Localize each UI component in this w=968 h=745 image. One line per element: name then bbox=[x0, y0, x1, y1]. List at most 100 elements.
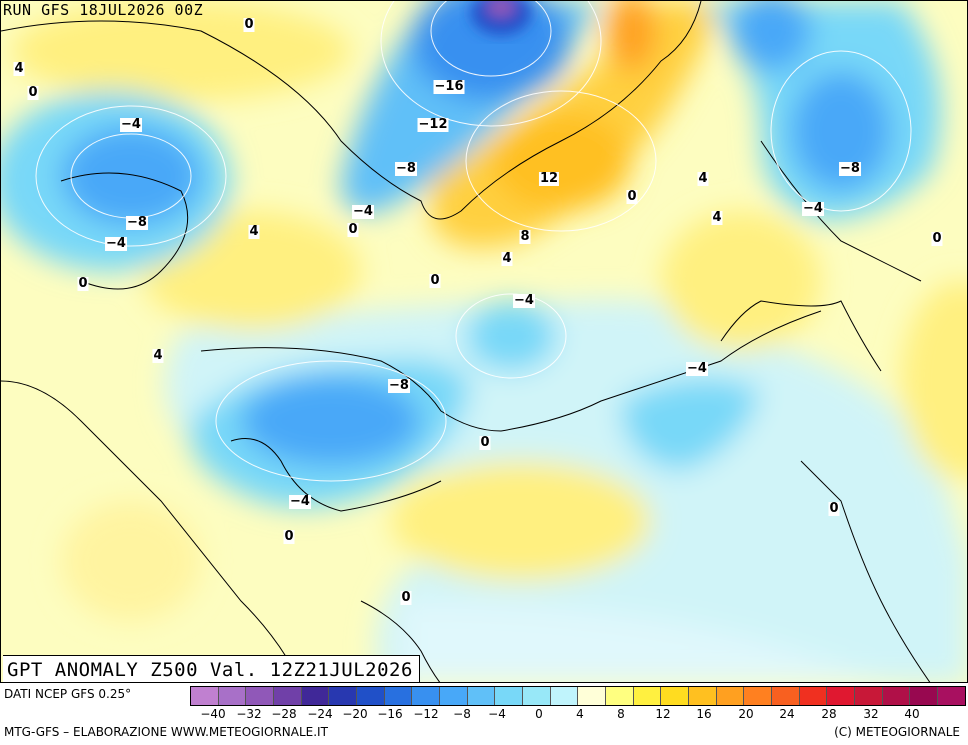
contour-label: 0 bbox=[931, 231, 943, 246]
color-scale-cell bbox=[467, 687, 496, 705]
contour-label: −16 bbox=[433, 79, 465, 94]
color-scale-cell bbox=[357, 687, 385, 705]
color-scale-tick-label: 24 bbox=[779, 707, 795, 721]
contour-label: 0 bbox=[243, 17, 255, 32]
color-scale-tick-label: −20 bbox=[342, 707, 368, 721]
positive-anomaly-east bbox=[661, 211, 821, 351]
anomaly-map bbox=[1, 1, 967, 682]
low-west-core bbox=[61, 126, 201, 226]
contour-label: −8 bbox=[395, 161, 417, 176]
contour-label: −4 bbox=[686, 361, 708, 376]
contour-label: −4 bbox=[120, 117, 142, 132]
low-mid bbox=[466, 301, 556, 371]
trough-center bbox=[471, 1, 531, 35]
color-scale-cell bbox=[218, 687, 247, 705]
low-east-core bbox=[791, 71, 891, 191]
color-scale-tick-label: −24 bbox=[307, 707, 333, 721]
contour-label: 0 bbox=[626, 189, 638, 204]
contour-label: 0 bbox=[77, 276, 89, 291]
color-scale-cell bbox=[938, 687, 965, 705]
color-scale-tick-label: 40 bbox=[904, 707, 920, 721]
color-scale-tick-label: −40 bbox=[200, 707, 226, 721]
trough-core bbox=[411, 1, 571, 101]
color-scale-cell bbox=[191, 687, 219, 705]
contour-label: −4 bbox=[352, 204, 374, 219]
ridge-peak bbox=[606, 1, 656, 71]
contour-label: 4 bbox=[501, 251, 513, 266]
contour-label: −8 bbox=[126, 215, 148, 230]
color-scale-cell bbox=[495, 687, 524, 705]
color-scale-cell bbox=[246, 687, 275, 705]
low-central-core bbox=[241, 376, 421, 466]
map-title: GPT ANOMALY Z500 Val. 12Z21JUL2026 bbox=[3, 655, 420, 682]
color-scale-tick-label: −16 bbox=[377, 707, 403, 721]
color-scale-cell bbox=[440, 687, 468, 705]
contour-label: 0 bbox=[347, 222, 359, 237]
anomaly-fields bbox=[1, 1, 967, 682]
contour-label: 4 bbox=[248, 224, 260, 239]
color-scale-cell bbox=[550, 687, 579, 705]
color-scale-tick-label: 12 bbox=[655, 707, 671, 721]
contour-label: 0 bbox=[400, 590, 412, 605]
color-scale-cell bbox=[855, 687, 883, 705]
contour-label: 0 bbox=[27, 85, 39, 100]
color-scale-cell bbox=[606, 687, 634, 705]
contour-label: 4 bbox=[152, 348, 164, 363]
color-scale-tick-label: 0 bbox=[535, 707, 543, 721]
data-source-label: DATI NCEP GFS 0.25° bbox=[4, 687, 132, 701]
contour-label: −8 bbox=[388, 378, 410, 393]
color-scale-cell bbox=[578, 687, 607, 705]
contour-label: 4 bbox=[13, 61, 25, 76]
positive-anomaly-far-east bbox=[901, 281, 967, 481]
ridge-core bbox=[491, 111, 631, 211]
credit-right: (C) METEOGIORNALE bbox=[834, 725, 960, 739]
contour-label: 12 bbox=[538, 171, 560, 186]
positive-anomaly-southwest bbox=[61, 501, 201, 621]
color-scale-cell bbox=[301, 687, 330, 705]
color-scale-cell bbox=[882, 687, 911, 705]
trough-center-inner bbox=[487, 1, 515, 17]
color-scale-cell bbox=[772, 687, 800, 705]
contour-label: 4 bbox=[697, 171, 709, 186]
color-scale-tick-label: 20 bbox=[738, 707, 754, 721]
contour-label: −4 bbox=[289, 494, 311, 509]
color-scale-cell bbox=[633, 687, 662, 705]
color-scale-cell bbox=[799, 687, 828, 705]
color-scale-cell bbox=[910, 687, 939, 705]
contour-label: −8 bbox=[839, 161, 861, 176]
color-scale-tick-label: 32 bbox=[863, 707, 879, 721]
contour-label: 8 bbox=[519, 229, 531, 244]
color-scale-tick-label: 4 bbox=[576, 707, 584, 721]
color-scale-cell bbox=[523, 687, 551, 705]
color-scale-cell bbox=[661, 687, 690, 705]
color-scale-ticks: −40 −32 −28 −24 −20 −16 −12 −8 −4 0 4 8 12 16 20 24 28 32… bbox=[190, 707, 966, 725]
contour-label: −4 bbox=[105, 236, 127, 251]
color-scale-cell bbox=[689, 687, 717, 705]
color-scale-cell bbox=[716, 687, 745, 705]
contour-label: −12 bbox=[417, 117, 449, 132]
color-scale-tick-label: 16 bbox=[696, 707, 712, 721]
contour-label: −4 bbox=[513, 293, 535, 308]
color-scale-tick-label: −32 bbox=[236, 707, 262, 721]
legend-footer: DATI NCEP GFS 0.25° −40 −32 −28 −24 −20 −16 −1… bbox=[0, 683, 968, 745]
color-scale-tick-label: 28 bbox=[821, 707, 837, 721]
map-panel: RUN GFS 18JUL2026 00Z 0 4 0 −4 −8 −4 0 4 −16 −12−… bbox=[0, 0, 968, 683]
color-scale-cell bbox=[412, 687, 441, 705]
contour-label: 0 bbox=[828, 501, 840, 516]
color-scale-bar bbox=[190, 686, 966, 706]
color-scale-tick-label: −4 bbox=[488, 707, 506, 721]
color-scale-cell bbox=[384, 687, 413, 705]
positive-anomaly-northwest bbox=[11, 1, 351, 101]
low-east-south bbox=[621, 378, 761, 471]
color-scale-cell bbox=[827, 687, 856, 705]
color-scale-cell bbox=[744, 687, 773, 705]
boundaries bbox=[1, 1, 931, 682]
contour-label: 4 bbox=[711, 210, 723, 225]
color-scale-cell bbox=[329, 687, 358, 705]
color-scale-cell bbox=[274, 687, 302, 705]
contour-label: 0 bbox=[479, 435, 491, 450]
color-scale-tick-label: −28 bbox=[271, 707, 297, 721]
contour-label: −4 bbox=[802, 201, 824, 216]
color-scale-tick-label: −12 bbox=[413, 707, 439, 721]
contour-label: 0 bbox=[283, 529, 295, 544]
